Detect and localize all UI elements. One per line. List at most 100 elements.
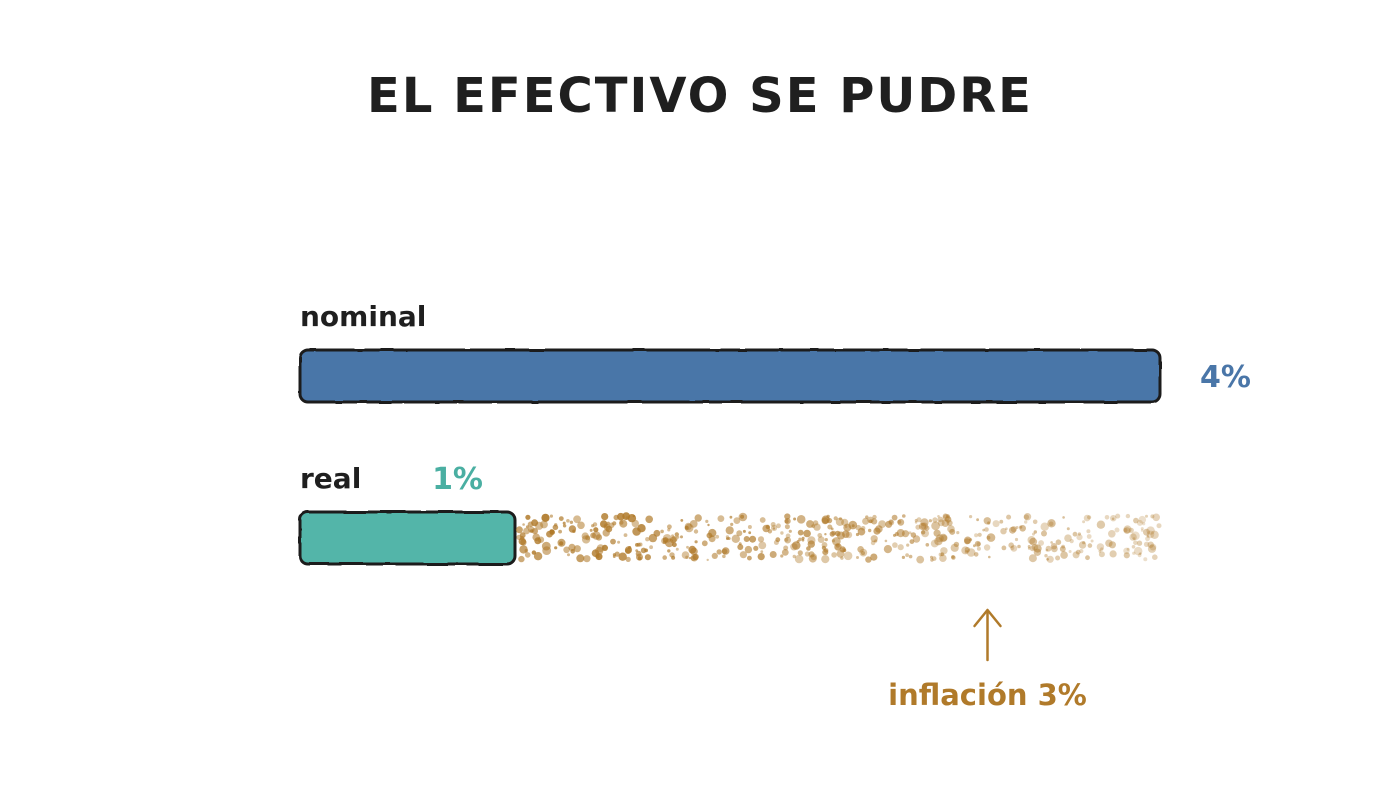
erosion-dot [1096, 543, 1105, 551]
erosion-dot [1098, 551, 1105, 558]
erosion-dot [1010, 545, 1018, 552]
erosion-dot [976, 518, 979, 522]
erosion-dot [540, 520, 548, 529]
erosion-dot [807, 540, 815, 548]
erosion-dot [940, 552, 945, 557]
bar-nominal [298, 348, 1162, 404]
erosion-dot [753, 545, 759, 551]
erosion-dot [747, 555, 752, 561]
erosion-dot [973, 552, 979, 557]
erosion-dot [824, 533, 827, 536]
erosion-dot [1029, 537, 1038, 546]
erosion-dot [617, 540, 621, 544]
erosion-dot [757, 553, 765, 561]
erosion-dot [930, 539, 939, 548]
erosion-dot [1062, 516, 1065, 519]
erosion-dot [1109, 550, 1117, 558]
erosion-dot [612, 555, 616, 558]
erosion-dot [1143, 557, 1148, 562]
value-label-real: 1% [432, 462, 483, 497]
erosion-dot [1031, 543, 1039, 551]
erosion-dot [930, 555, 933, 559]
erosion-dot [934, 537, 943, 546]
erosion-dot [1086, 534, 1092, 539]
erosion-dot [792, 554, 796, 559]
erosion-dot [694, 514, 702, 522]
erosion-dot [974, 533, 979, 538]
erosion-dot [1129, 533, 1137, 541]
erosion-dot [640, 547, 647, 554]
up-arrow-icon [973, 608, 1002, 628]
erosion-dot [593, 527, 599, 533]
erosion-dot [1150, 530, 1159, 539]
erosion-dot [817, 536, 825, 543]
erosion-dot [685, 555, 689, 559]
erosion-dot [569, 520, 574, 524]
erosion-dot [1079, 549, 1084, 554]
erosion-dot [1123, 528, 1128, 533]
erosion-dot [939, 533, 948, 543]
erosion-dot [1123, 547, 1130, 554]
erosion-dot [680, 535, 683, 539]
erosion-dot [731, 534, 740, 543]
erosion-dot [690, 554, 698, 562]
erosion-dot [769, 551, 777, 558]
erosion-dot [1149, 543, 1157, 551]
erosion-dot [888, 519, 895, 526]
erosion-dot [567, 553, 570, 557]
erosion-dot [888, 519, 894, 525]
erosion-dot [1028, 554, 1037, 563]
erosion-dot [1050, 541, 1053, 544]
erosion-dot [1055, 555, 1061, 561]
erosion-dot [797, 550, 803, 556]
erosion-dot [986, 533, 996, 542]
erosion-dot [608, 522, 615, 529]
erosion-dot [1131, 531, 1140, 541]
erosion-dot [914, 521, 918, 524]
erosion-dot [870, 553, 878, 561]
erosion-dot [1046, 555, 1054, 563]
erosion-dot [1115, 513, 1121, 519]
erosion-dot [984, 527, 989, 532]
erosion-dot [531, 528, 539, 535]
erosion-dot [1033, 544, 1042, 553]
erosion-dot [619, 519, 628, 528]
erosion-dot [1138, 515, 1147, 524]
category-label-nominal: nominal [300, 300, 426, 333]
erosion-dot [684, 523, 694, 533]
erosion-dot [1132, 537, 1136, 540]
erosion-dot [916, 517, 922, 523]
erosion-dot [706, 558, 709, 562]
erosion-dot [1033, 530, 1038, 534]
erosion-dot [817, 533, 823, 538]
erosion-dot [1087, 543, 1093, 548]
erosion-dot [667, 524, 672, 530]
erosion-dot [1055, 539, 1062, 545]
erosion-dot [901, 555, 906, 560]
erosion-dot [730, 522, 734, 527]
erosion-dot [1023, 513, 1032, 521]
erosion-dot [870, 540, 876, 546]
erosion-dot [693, 529, 699, 534]
erosion-dot [821, 517, 829, 525]
erosion-dot [733, 517, 741, 524]
erosion-dot [1019, 525, 1023, 529]
erosion-dot [835, 517, 845, 527]
erosion-dot [892, 542, 898, 548]
erosion-dot [762, 524, 770, 533]
erosion-dot [1015, 526, 1019, 529]
erosion-dot [838, 517, 843, 521]
erosion-dot [1104, 515, 1110, 520]
erosion-dot [868, 528, 872, 533]
erosion-dot [737, 544, 744, 550]
erosion-dot [908, 531, 912, 535]
erosion-dot [835, 543, 840, 548]
erosion-dot [938, 552, 943, 557]
erosion-dot [648, 533, 658, 543]
erosion-dot [711, 552, 718, 560]
erosion-dot [1046, 558, 1049, 561]
erosion-dot [636, 553, 643, 561]
erosion-dot [614, 551, 620, 557]
erosion-dot [982, 528, 985, 532]
erosion-dot [623, 533, 628, 537]
